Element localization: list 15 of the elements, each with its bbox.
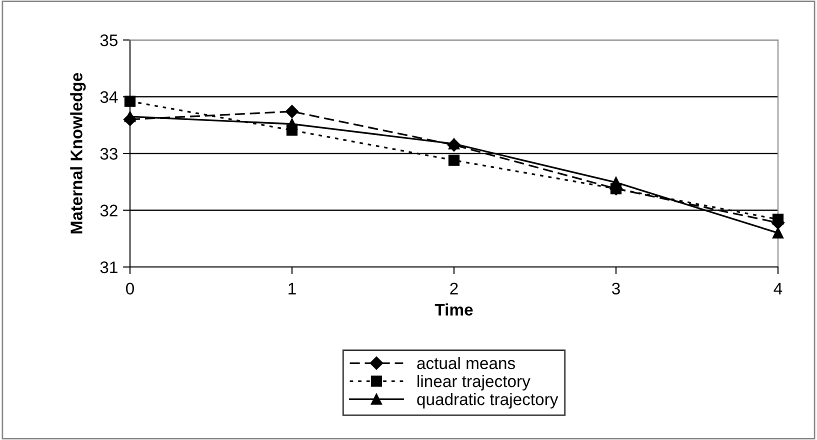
x-tick-label: 2 bbox=[450, 282, 458, 294]
x-tick-label: 1 bbox=[288, 282, 296, 294]
legend-label: linear trajectory bbox=[418, 374, 530, 390]
legend-label: actual means bbox=[417, 356, 515, 370]
y-tick-label: 31 bbox=[100, 261, 118, 274]
y-tick-label: 33 bbox=[100, 148, 118, 160]
x-tick-label: 0 bbox=[126, 282, 134, 295]
y-tick-label: 34 bbox=[100, 91, 118, 103]
x-tick-label: 4 bbox=[774, 282, 782, 294]
x-tick-label: 3 bbox=[612, 282, 620, 295]
y-tick-label: 32 bbox=[100, 204, 118, 216]
legend-label: quadratic trajectory bbox=[417, 392, 558, 409]
y-axis-title: Maternal Knowledge bbox=[70, 73, 86, 234]
y-tick-label: 35 bbox=[100, 34, 118, 46]
x-axis-title: Time bbox=[434, 303, 473, 316]
